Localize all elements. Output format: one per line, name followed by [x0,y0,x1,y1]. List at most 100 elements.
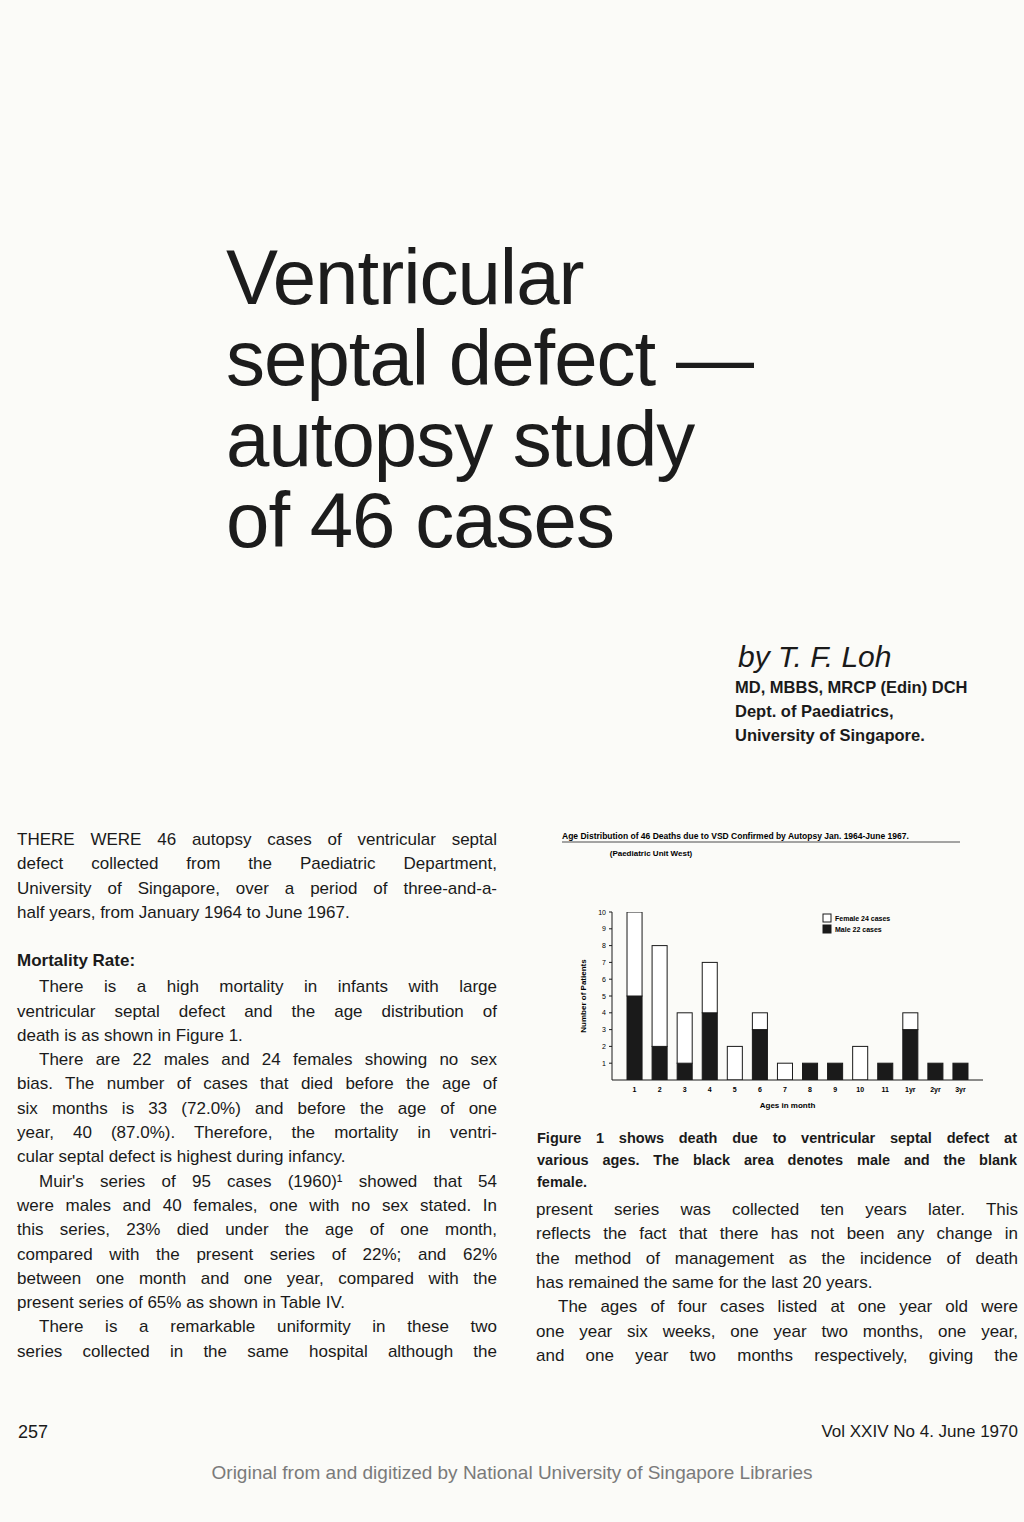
bar [677,1013,692,1063]
bar [803,1063,818,1080]
credential: Dept. of Paediatrics, [735,702,894,721]
text-line: and one year two months respectively, gi… [536,1344,1018,1368]
legend-swatch [823,925,831,933]
heading: Mortality Rate: [17,949,135,973]
caption-line: Figure 1 shows death due to ventricular … [537,1127,1017,1151]
title-line: autopsy study [226,399,694,480]
text-line: There is a high mortality in infants wit… [39,975,497,999]
text-line: THERE WERE 46 autopsy cases of ventricul… [17,828,497,852]
y-tick [609,1046,612,1047]
bar [903,1030,918,1080]
text-line: between one month and one year, compared… [17,1267,497,1291]
text-line: six months is 33 (72.0%) and before the … [17,1097,497,1121]
text-line: compared with the present series of 22%;… [17,1243,497,1267]
title-line: of 46 cases [226,480,614,561]
y-tick [609,996,612,997]
bar [828,1063,843,1080]
y-tick [609,979,612,980]
page: Ventricularseptal defect —autopsy studyo… [0,0,1024,1522]
text-line: the method of management as the incidenc… [536,1247,1018,1271]
x-axis-label: Ages in month [760,1101,816,1110]
x-tick-label: 7 [783,1086,787,1093]
y-tick [609,1012,612,1013]
y-tick-label: 7 [602,959,606,966]
bar [953,1063,968,1064]
text-line: were males and 40 females, one with no s… [17,1194,497,1218]
bar [702,962,717,1012]
x-tick-label: 5 [733,1086,737,1093]
x-tick-label: 1yr [905,1086,916,1094]
bar [878,1063,893,1080]
y-tick-label: 4 [602,1009,606,1016]
chart-subtitle: (Paediatric Unit West) [610,849,693,858]
bar [727,1046,742,1080]
bar [677,1063,692,1080]
text-line: defect collected from the Paediatric Dep… [17,852,497,876]
x-tick-label: 9 [833,1086,837,1093]
y-tick-label: 3 [602,1026,606,1033]
bar [777,1063,792,1080]
bar [828,1063,843,1064]
text-line: There are 22 males and 24 females showin… [39,1048,497,1072]
text-line: one year six weeks, one year two months,… [536,1320,1018,1344]
y-tick-label: 10 [598,909,606,916]
y-tick [609,928,612,929]
text-line: bias. The number of cases that died befo… [17,1072,497,1096]
bar [928,1063,943,1080]
y-axis-label: Number of Patients [579,959,588,1033]
text-line: half years, from January 1964 to June 19… [17,901,497,925]
title-line: Ventricular [226,237,584,318]
y-tick [609,945,612,946]
bar [702,1013,717,1080]
bar [652,1046,667,1080]
x-axis [612,1080,983,1081]
caption-line: female. [537,1171,1017,1195]
y-tick-label: 1 [602,1060,606,1067]
x-tick-label: 11 [882,1086,890,1093]
x-tick-label: 2 [658,1086,662,1093]
bar [928,1063,943,1064]
credential: MD, MBBS, MRCP (Edin) DCH [735,678,968,697]
x-tick-label: 3 [683,1086,687,1093]
bar [853,1046,868,1080]
text-line: reflects the fact that there has not bee… [536,1222,1018,1246]
watermark: Original from and digitized by National … [0,1462,1024,1484]
text-line: ventricular septal defect and the age di… [17,1000,497,1024]
text-line: present series was collected ten years l… [536,1198,1018,1222]
y-tick-label: 2 [602,1043,606,1050]
byline: by T. F. Loh [738,640,891,674]
legend-label: Male 22 cases [835,926,882,933]
page-number: 257 [18,1422,48,1443]
x-tick-label: 4 [708,1086,712,1093]
bar [803,1063,818,1064]
text-line: this series, 23% died under the age of o… [17,1218,497,1242]
x-tick-label: 2yr [930,1086,941,1094]
y-tick-label: 6 [602,976,606,983]
bar [627,912,642,996]
y-tick-label: 9 [602,925,606,932]
text-line: death is as shown in Figure 1. [17,1024,497,1048]
title-underline [562,842,960,843]
legend-label: Female 24 cases [835,915,890,922]
x-tick-label: 1 [633,1086,637,1093]
text-line: cular septal defect is highest during in… [17,1145,497,1169]
bar [752,1013,767,1030]
text-line: There is a remarkable uniformity in thes… [39,1315,497,1339]
issue: Vol XXIV No 4. June 1970 [821,1422,1018,1442]
legend-swatch [823,914,831,922]
bar [652,946,667,1047]
text-line: present series of 65% as shown in Table … [17,1291,497,1315]
y-tick [609,962,612,963]
bar [878,1063,893,1064]
text-line: The ages of four cases listed at one yea… [558,1295,1018,1319]
title-line: septal defect — [226,318,753,399]
text-line: University of Singapore, over a period o… [17,877,497,901]
y-tick-label: 5 [602,993,606,1000]
bar [752,1030,767,1080]
y-tick [609,1029,612,1030]
text-line: series collected in the same hospital al… [17,1340,497,1364]
text-line: year, 40 (87.0%). Therefore, the mortali… [17,1121,497,1145]
y-tick-label: 8 [602,942,606,949]
y-tick [609,1063,612,1064]
text-line: has remained the same for the last 20 ye… [536,1271,1018,1295]
